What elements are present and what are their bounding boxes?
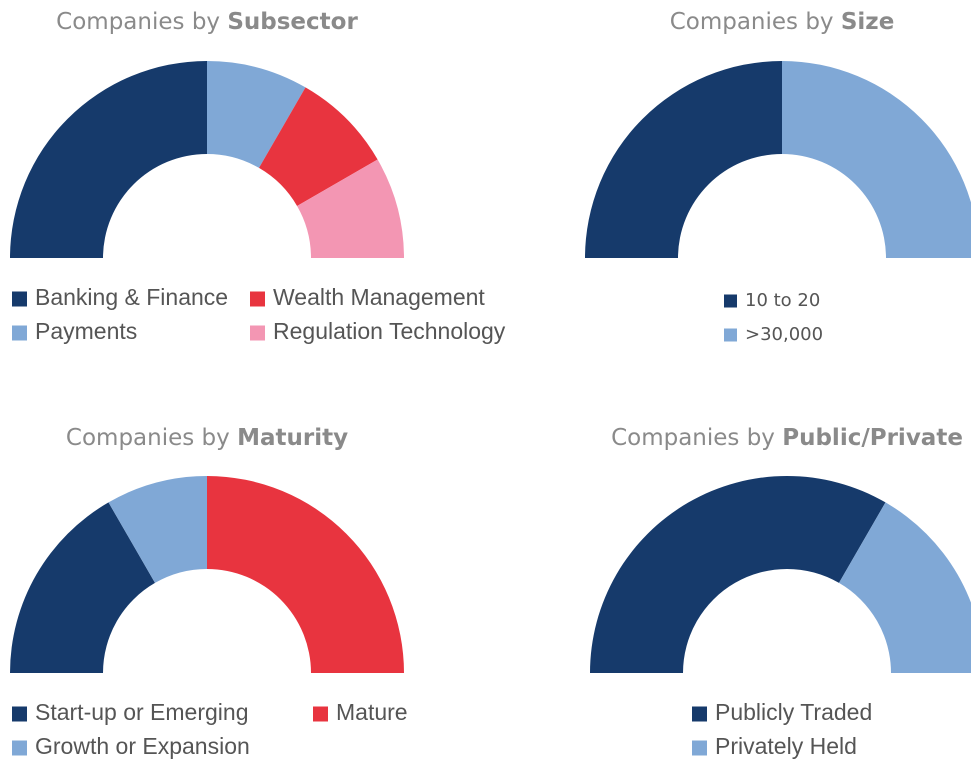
- legend-label: Growth or Expansion: [35, 733, 250, 759]
- segment: [10, 502, 155, 673]
- legend-swatch: [12, 740, 27, 756]
- legend-label: >30,000: [745, 324, 823, 345]
- legend-swatch: [692, 740, 707, 756]
- title-emphasis: Size: [841, 9, 894, 35]
- title-emphasis: Public/Private: [782, 425, 963, 451]
- legend-swatch: [724, 328, 737, 342]
- chart: Companies by Subsector Banking & Finance P…: [10, 9, 506, 344]
- legend-label: Regulation Technology: [273, 318, 506, 344]
- title-lead: Companies by: [66, 425, 230, 451]
- legend-label: Payments: [35, 318, 137, 344]
- segment: [297, 159, 404, 258]
- legend-swatch: [313, 706, 328, 722]
- legend-swatch: [250, 325, 265, 341]
- chart: Companies by Public/Private Publicly Trad…: [590, 425, 971, 759]
- segment: [259, 87, 378, 206]
- legend-swatch: [250, 291, 265, 307]
- legend-label: Publicly Traded: [715, 699, 872, 725]
- legend-swatch: [12, 706, 27, 722]
- segment: [207, 476, 404, 673]
- segment: [839, 502, 971, 673]
- legend-label: 10 to 20: [745, 290, 820, 311]
- chart-title: Companies by Public/Private: [611, 425, 963, 451]
- segment: [10, 61, 207, 258]
- legend-swatch: [724, 294, 737, 308]
- title-emphasis: Subsector: [227, 9, 358, 35]
- chart-title: Companies by Subsector: [56, 9, 358, 35]
- segment: [590, 476, 886, 673]
- legend-label: Banking & Finance: [35, 284, 228, 310]
- legend-label: Start-up or Emerging: [35, 699, 248, 725]
- chart-title: Companies by Size: [670, 9, 895, 35]
- legend-swatch: [692, 706, 707, 722]
- legend-label: Privately Held: [715, 733, 857, 759]
- title-lead: Companies by: [670, 9, 834, 35]
- legend-swatch: [12, 325, 27, 341]
- legend-swatch: [12, 291, 27, 307]
- legend-label: Wealth Management: [273, 284, 485, 310]
- segment: [782, 61, 971, 258]
- segment: [207, 61, 306, 168]
- chart: Companies by Maturity Start-up or Emergin…: [10, 425, 408, 759]
- chart: Companies by Size 10 to 20 >30,000: [585, 9, 971, 345]
- segment: [108, 476, 207, 583]
- legend-label: Mature: [336, 699, 408, 725]
- title-lead: Companies by: [56, 9, 220, 35]
- title-emphasis: Maturity: [237, 425, 348, 451]
- chart-title: Companies by Maturity: [66, 425, 348, 451]
- segment: [585, 61, 782, 258]
- title-lead: Companies by: [611, 425, 775, 451]
